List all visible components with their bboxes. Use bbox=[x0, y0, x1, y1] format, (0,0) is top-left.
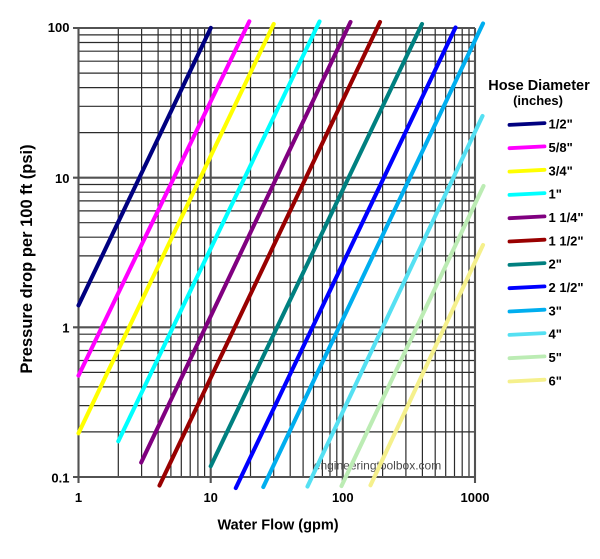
svg-text:3": 3" bbox=[549, 303, 562, 318]
svg-text:6": 6" bbox=[549, 373, 562, 388]
svg-text:2": 2" bbox=[549, 257, 562, 272]
svg-text:10: 10 bbox=[203, 490, 217, 505]
svg-text:1": 1" bbox=[549, 187, 562, 202]
svg-text:1 1/2": 1 1/2" bbox=[549, 233, 584, 248]
svg-text:1 1/4": 1 1/4" bbox=[549, 210, 584, 225]
svg-text:Pressure drop per 100 ft (psi): Pressure drop per 100 ft (psi) bbox=[18, 144, 36, 373]
svg-text:10: 10 bbox=[55, 171, 69, 186]
svg-text:1/2": 1/2" bbox=[549, 117, 573, 132]
svg-text:1000: 1000 bbox=[461, 490, 490, 505]
svg-text:100: 100 bbox=[332, 490, 354, 505]
svg-text:2 1/2": 2 1/2" bbox=[549, 280, 584, 295]
svg-text:1: 1 bbox=[75, 490, 82, 505]
svg-text:engineeringtoolbox.com: engineeringtoolbox.com bbox=[314, 459, 441, 473]
svg-text:0.1: 0.1 bbox=[51, 470, 69, 485]
svg-text:3/4": 3/4" bbox=[549, 163, 573, 178]
svg-text:(inches): (inches) bbox=[513, 93, 563, 108]
svg-text:100: 100 bbox=[48, 20, 70, 35]
svg-text:5": 5" bbox=[549, 350, 562, 365]
svg-text:5/8": 5/8" bbox=[549, 140, 573, 155]
svg-text:4": 4" bbox=[549, 327, 562, 342]
svg-text:1: 1 bbox=[62, 321, 69, 336]
svg-text:Hose Diameter: Hose Diameter bbox=[488, 78, 590, 94]
svg-text:Water Flow (gpm): Water Flow (gpm) bbox=[217, 518, 338, 534]
